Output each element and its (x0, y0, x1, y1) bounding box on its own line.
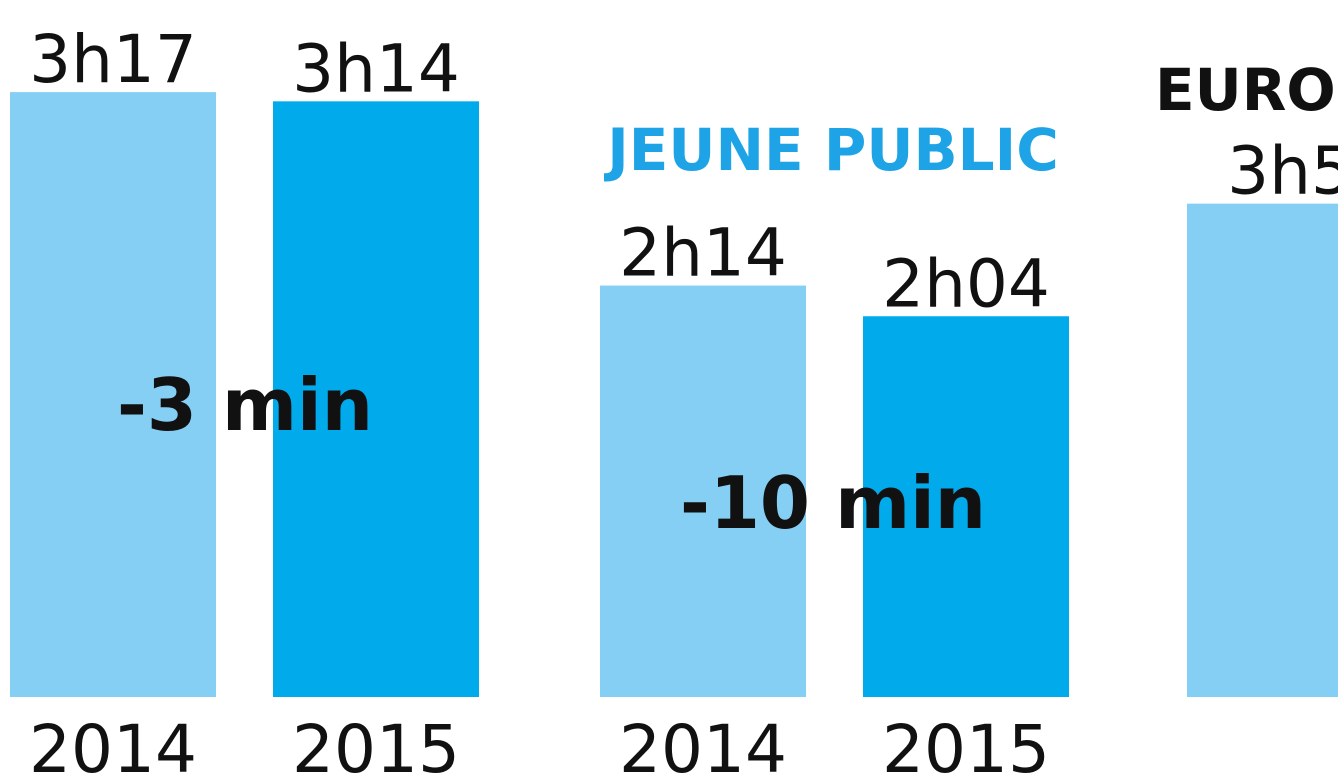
bar (1187, 203, 1338, 697)
group-title: EURO (1155, 56, 1336, 124)
value-label: 2h14 (619, 215, 787, 292)
value-label: 3h17 (29, 21, 197, 98)
bar (863, 316, 1069, 697)
bar (273, 101, 479, 697)
x-tick-label: 2014 (29, 711, 197, 783)
x-tick-label: 2015 (882, 711, 1050, 783)
bar (10, 92, 216, 697)
group-title: JEUNE PUBLIC (603, 116, 1059, 184)
value-label: 3h5 (1227, 133, 1338, 210)
value-label: 2h04 (882, 245, 1050, 322)
change-annotation: -3 min (117, 363, 373, 447)
value-label: 3h14 (292, 30, 460, 107)
x-tick-label: 2014 (619, 711, 787, 783)
bar (600, 285, 806, 697)
change-annotation: -10 min (680, 461, 986, 545)
x-tick-label: 2015 (292, 711, 460, 783)
